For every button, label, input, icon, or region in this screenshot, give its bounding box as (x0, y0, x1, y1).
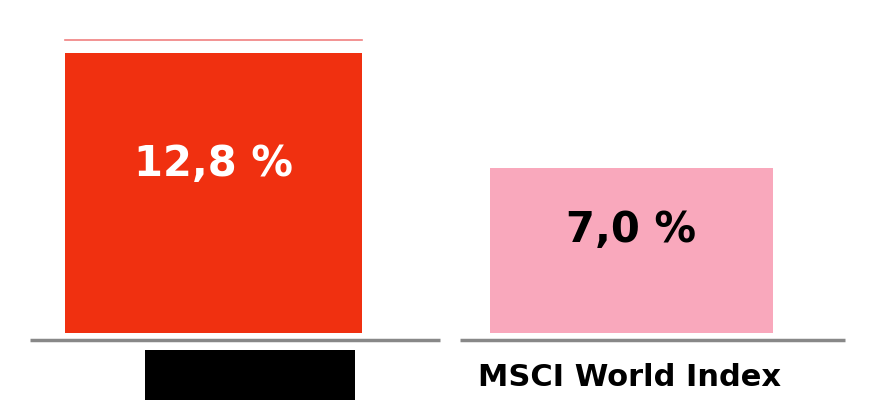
Bar (65, 53, 362, 333)
Bar (145, 350, 355, 400)
Bar (490, 168, 773, 333)
Text: 12,8 %: 12,8 % (134, 143, 292, 185)
Text: 7,0 %: 7,0 % (566, 209, 696, 251)
Text: MSCI World Index: MSCI World Index (479, 362, 781, 391)
